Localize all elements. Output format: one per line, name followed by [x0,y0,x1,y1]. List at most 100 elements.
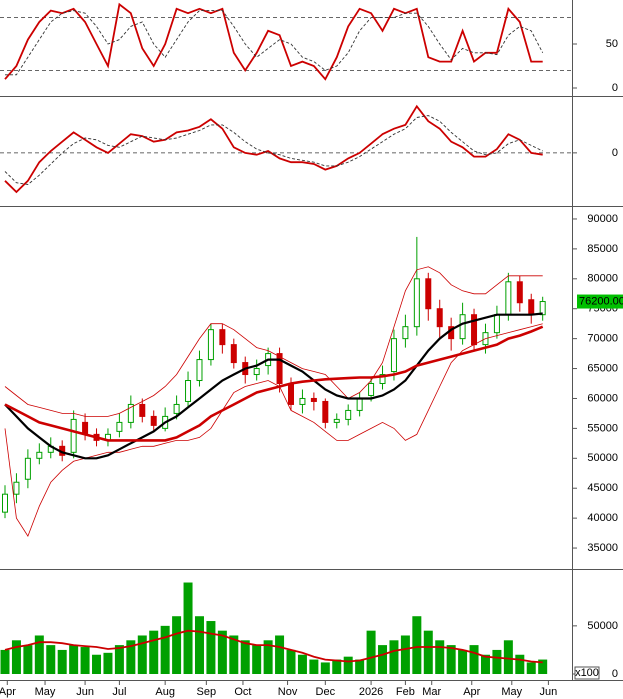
volume-bar [526,662,536,674]
candle-body [425,278,432,310]
y-tick-label: 35000 [587,542,618,554]
volume-bar [320,662,330,674]
series-line [4,325,544,442]
x-tick-label: Dec [316,686,336,698]
volume-bar [194,616,204,674]
series-line [4,629,543,664]
candle-body [390,338,397,373]
volume-bar [57,649,67,674]
candle-body [207,329,214,361]
volume-bar [480,654,490,674]
candle-body [505,281,512,316]
x-tick-label: Jun [540,686,558,698]
x-tick-label: May [35,686,56,698]
candle-body [82,421,89,435]
candle-body [322,400,329,423]
candle-body [310,397,317,402]
volume-bar [538,659,548,674]
volume-bar [103,652,113,674]
candle-body [368,383,375,396]
frame [0,0,623,681]
volume-bar [69,645,79,674]
candle-body [528,299,535,316]
volume-bar [469,645,479,674]
candle-body [253,368,260,376]
x-tick-label: Jun [76,686,94,698]
y-tick-label: 40000 [587,512,618,524]
volume-bar [435,640,445,674]
candle-body [196,359,203,382]
volume-bar [217,630,227,674]
series-line [4,2,543,81]
candle-body [299,397,306,405]
volume-bar [229,635,239,674]
volume-bar [46,645,56,674]
candle-body [219,329,226,346]
volume-bar [309,659,319,674]
candle-body [345,409,352,420]
candle-body [24,457,31,480]
candle-body [436,308,443,328]
x-tick-label: Aug [155,686,175,698]
x-tick-label: Sep [197,686,217,698]
candle-body [127,403,134,423]
candle-body [185,380,192,402]
volume-bar [252,645,262,674]
volume-bar [149,630,159,674]
y-tick-label: 85000 [587,243,618,255]
candle-body [356,397,363,411]
series-line [4,104,543,194]
candle-body [116,421,123,432]
volume-bar [515,654,525,674]
x-tick-label: Apr [0,686,16,698]
candle-body [70,418,77,453]
series-line [4,266,543,417]
series-line [4,312,543,460]
y-tick-label: 50000 [587,620,618,632]
price-marker [577,294,623,309]
volume-bar [206,621,216,674]
volume-bar [172,616,182,674]
price-marker-label: 76200.00 [579,295,623,307]
candle-body [379,374,386,385]
candle-body [539,301,546,316]
volume-bar [355,659,365,674]
volume-bar [492,649,502,674]
x-tick-label: Nov [278,686,298,698]
volume-bar [92,654,102,674]
y-tick-label: 90000 [587,213,618,225]
volume-bar [412,616,422,674]
volume-bar [240,640,250,674]
volume-bar [378,645,388,674]
candle-body [493,314,500,334]
candle-body [230,344,237,364]
candle-body [288,383,294,405]
candle-body [2,493,8,513]
candle-body [150,415,157,426]
candle-body [139,403,146,417]
candle-body [276,353,283,385]
candle-body [413,278,420,328]
volume-bar [23,645,33,674]
x-tick-label: Feb [396,686,415,698]
candle-body [402,326,409,340]
volume-bar [503,640,513,674]
volume-bar [137,635,147,674]
candle-body [333,418,340,423]
volume-bar [0,649,10,674]
y-tick-label: 0 [612,82,618,94]
y-tick-label: 80000 [587,273,618,285]
y-tick-label: 70000 [587,333,618,345]
y-tick-label: 0 [612,147,618,159]
volume-bar [423,630,433,674]
y-tick-label: 60000 [587,392,618,404]
candle-body [173,403,180,414]
candle-body [516,281,523,304]
volume-bar [400,635,410,674]
volume-bar [332,659,342,674]
candle-body [36,451,43,459]
volume-bar [297,654,307,674]
volume-bar [80,647,90,674]
